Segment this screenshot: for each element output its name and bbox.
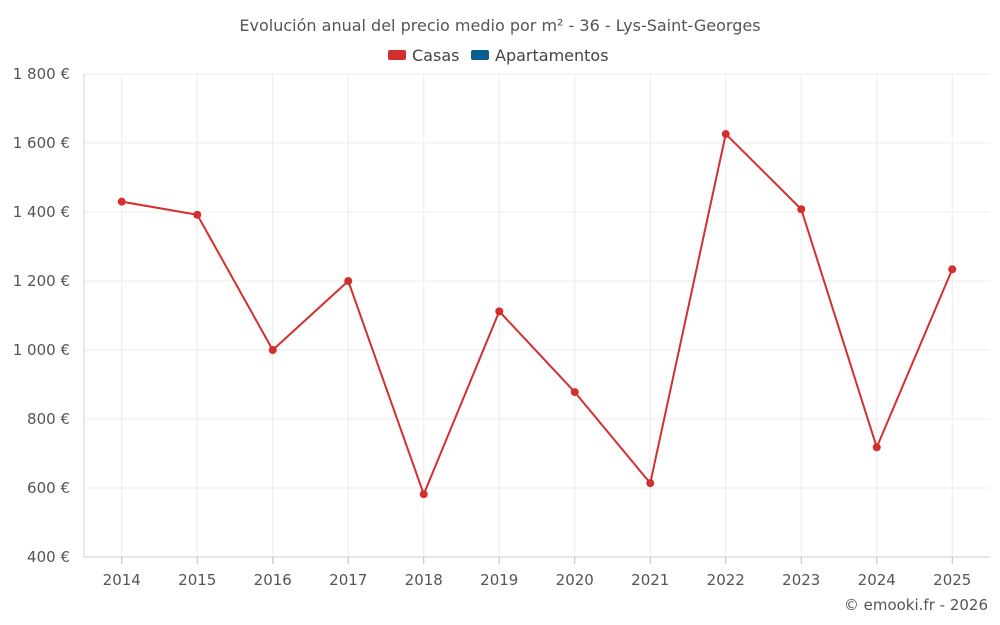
x-tick-label: 2022	[707, 571, 745, 589]
axes	[83, 74, 990, 558]
legend-item-apartamentos[interactable]: Apartamentos	[471, 46, 609, 65]
data-point	[117, 197, 126, 206]
data-point	[646, 479, 655, 488]
data-point	[570, 388, 579, 397]
legend-swatch-apartamentos	[471, 50, 489, 60]
x-tick-label: 2016	[254, 571, 292, 589]
x-tick-label: 2020	[556, 571, 594, 589]
x-tick-label: 2021	[631, 571, 669, 589]
x-tick-label: 2024	[858, 571, 896, 589]
x-axis-ticks: 2014 2015 2016 2017 2018 2019 2020 2021 2022 2023…	[103, 557, 971, 589]
y-tick-label: 600 €	[27, 479, 70, 497]
x-tick-label: 2018	[405, 571, 443, 589]
x-tick-label: 2019	[480, 571, 518, 589]
y-tick-label: 1 200 €	[13, 272, 70, 290]
data-point	[872, 443, 881, 452]
y-tick-label: 800 €	[27, 410, 70, 428]
x-tick-label: 2014	[103, 571, 141, 589]
y-tick-label: 1 400 €	[13, 203, 70, 221]
chart-title: Evolución anual del precio medio por m² …	[239, 16, 760, 35]
credit-text: © emooki.fr - 2026	[844, 596, 988, 614]
x-tick-label: 2025	[933, 571, 971, 589]
grid	[84, 73, 990, 557]
y-tick-label: 1 000 €	[13, 341, 70, 359]
y-axis-ticks: 400 € 600 € 800 € 1 000 € 1 200 € 1 400 € 1 60…	[13, 65, 70, 566]
data-point	[344, 277, 353, 285]
legend-swatch-casas	[388, 50, 406, 60]
x-tick-label: 2017	[329, 571, 367, 589]
data-point	[721, 130, 730, 139]
x-tick-label: 2015	[178, 571, 216, 589]
legend: Casas Apartamentos	[388, 46, 609, 65]
legend-item-casas[interactable]: Casas	[388, 46, 459, 65]
legend-label-apartamentos: Apartamentos	[495, 46, 609, 65]
series-line-casas	[121, 133, 954, 496]
data-point	[268, 346, 277, 354]
x-tick-label: 2023	[782, 571, 820, 589]
legend-label-casas: Casas	[412, 46, 459, 65]
data-point	[193, 210, 202, 219]
y-tick-label: 400 €	[27, 548, 70, 566]
data-point	[948, 265, 957, 274]
data-point	[419, 490, 428, 499]
y-tick-label: 1 800 €	[13, 65, 70, 83]
series-casas	[117, 130, 957, 499]
y-tick-label: 1 600 €	[13, 134, 70, 152]
data-point	[797, 205, 806, 214]
data-point	[495, 307, 504, 316]
